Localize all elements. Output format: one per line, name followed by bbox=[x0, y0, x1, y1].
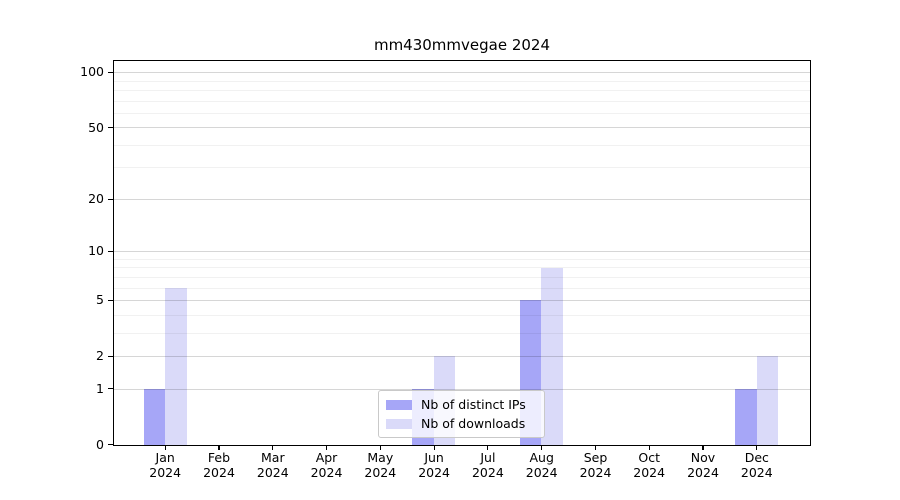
y-gridline-minor-3 bbox=[114, 332, 810, 334]
bar-nb-of-downloads-jan bbox=[165, 288, 187, 445]
x-tick-feb bbox=[218, 444, 220, 450]
legend-item-nb-of-distinct-ips: Nb of distinct IPs bbox=[386, 395, 544, 414]
y-gridline-minor-70 bbox=[114, 100, 810, 102]
x-tick-label-jun: Jun 2024 bbox=[418, 449, 450, 481]
y-tick-100 bbox=[108, 71, 113, 73]
y-gridline-20 bbox=[114, 198, 810, 200]
y-gridline-minor-40 bbox=[114, 144, 810, 146]
x-tick-label-mar: Mar 2024 bbox=[256, 449, 289, 481]
x-tick-label-dec: Dec 2024 bbox=[740, 449, 773, 481]
y-tick-50 bbox=[108, 126, 113, 129]
bar-nb-of-distinct-ips-jan bbox=[143, 389, 165, 445]
y-gridline-minor-4 bbox=[114, 314, 810, 316]
y-tick-10 bbox=[108, 250, 113, 252]
y-gridline-minor-80 bbox=[114, 89, 810, 91]
x-tick-mar bbox=[272, 444, 274, 450]
x-tick-label-aug: Aug 2024 bbox=[525, 449, 558, 481]
y-tick-label-10: 10 bbox=[88, 243, 104, 259]
bar-nb-of-downloads-dec bbox=[756, 356, 779, 445]
y-tick-0 bbox=[108, 444, 113, 446]
y-gridline-minor-90 bbox=[114, 80, 810, 82]
x-tick-dec bbox=[756, 444, 758, 450]
y-gridline-5 bbox=[114, 299, 810, 301]
x-tick-jun bbox=[433, 444, 435, 450]
x-tick-aug bbox=[541, 444, 543, 450]
y-tick-label-1: 1 bbox=[96, 380, 104, 396]
y-tick-label-100: 100 bbox=[80, 64, 104, 80]
y-gridline-2 bbox=[114, 355, 810, 357]
y-gridline-100 bbox=[114, 72, 810, 74]
x-tick-label-oct: Oct 2024 bbox=[633, 449, 666, 481]
bar-nb-of-distinct-ips-dec bbox=[735, 389, 757, 445]
y-gridline-minor-30 bbox=[114, 167, 810, 169]
x-tick-jan bbox=[164, 444, 166, 450]
x-tick-label-nov: Nov 2024 bbox=[687, 449, 719, 481]
x-tick-jul bbox=[487, 444, 489, 450]
y-gridline-50 bbox=[114, 127, 810, 129]
x-tick-label-sep: Sep 2024 bbox=[579, 449, 612, 481]
chart-title: mm430mmvegae 2024 bbox=[373, 36, 551, 54]
y-gridline-minor-6 bbox=[114, 287, 810, 289]
y-gridline-minor-7 bbox=[114, 276, 810, 278]
x-tick-may bbox=[379, 444, 381, 450]
y-tick-2 bbox=[108, 355, 113, 357]
y-tick-20 bbox=[108, 198, 113, 200]
bar-nb-of-downloads-aug bbox=[541, 267, 563, 445]
x-tick-label-may: May 2024 bbox=[364, 449, 397, 481]
legend-swatch-nb-of-distinct-ips bbox=[386, 399, 412, 410]
y-tick-label-20: 20 bbox=[88, 191, 104, 207]
x-tick-label-jul: Jul 2024 bbox=[471, 449, 504, 481]
y-gridline-minor-8 bbox=[114, 267, 810, 269]
legend-label-nb-of-downloads: Nb of downloads bbox=[421, 415, 526, 431]
y-tick-label-50: 50 bbox=[88, 119, 104, 135]
x-tick-nov bbox=[702, 444, 704, 450]
legend-label-nb-of-distinct-ips: Nb of distinct IPs bbox=[421, 396, 526, 412]
y-tick-label-2: 2 bbox=[96, 348, 104, 364]
legend-swatch-nb-of-downloads bbox=[386, 418, 412, 429]
x-tick-sep bbox=[594, 444, 597, 450]
plot-area bbox=[113, 60, 811, 446]
legend: Nb of distinct IPs Nb of downloads bbox=[378, 390, 545, 438]
legend-item-nb-of-downloads: Nb of downloads bbox=[386, 414, 544, 433]
x-tick-oct bbox=[648, 444, 650, 450]
y-gridline-10 bbox=[114, 251, 810, 252]
y-gridline-minor-60 bbox=[114, 112, 810, 114]
x-tick-apr bbox=[325, 444, 328, 450]
y-gridline-minor-9 bbox=[114, 258, 810, 260]
x-tick-label-apr: Apr 2024 bbox=[310, 449, 343, 481]
y-tick-5 bbox=[108, 299, 113, 301]
y-tick-label-0: 0 bbox=[96, 436, 104, 452]
y-tick-label-5: 5 bbox=[96, 292, 104, 308]
y-tick-1 bbox=[108, 388, 113, 390]
x-tick-label-feb: Feb 2024 bbox=[203, 449, 235, 481]
x-tick-label-jan: Jan 2024 bbox=[149, 449, 182, 481]
